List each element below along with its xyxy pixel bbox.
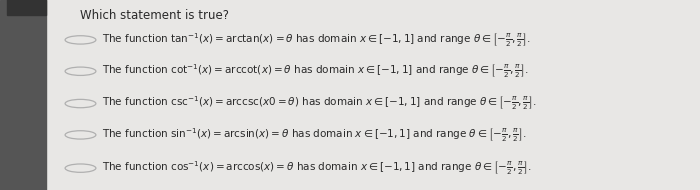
Text: The function $\mathrm{csc}^{-1}(x) = \mathrm{arccsc}(x0 = \theta)$ has domain $x: The function $\mathrm{csc}^{-1}(x) = \ma… <box>102 95 537 112</box>
Bar <box>0 0 46 190</box>
Text: The function $\mathrm{cos}^{-1}(x) = \arccos(x) = \theta$ has domain $x \in [-1,: The function $\mathrm{cos}^{-1}(x) = \ar… <box>102 159 531 177</box>
Text: Which statement is true?: Which statement is true? <box>80 9 230 21</box>
Bar <box>7 0 46 15</box>
Text: The function $\mathrm{cot}^{-1}(x) = \mathrm{arccot}(x) = \theta$ has domain $x : The function $\mathrm{cot}^{-1}(x) = \ma… <box>102 62 528 80</box>
Text: The function $\mathrm{tan}^{-1}(x) = \arctan(x) = \theta$ has domain $x \in [-1,: The function $\mathrm{tan}^{-1}(x) = \ar… <box>102 31 531 49</box>
Text: The function $\mathrm{sin}^{-1}(x) = \arcsin(x) = \theta$ has domain $x \in [-1,: The function $\mathrm{sin}^{-1}(x) = \ar… <box>102 126 526 144</box>
